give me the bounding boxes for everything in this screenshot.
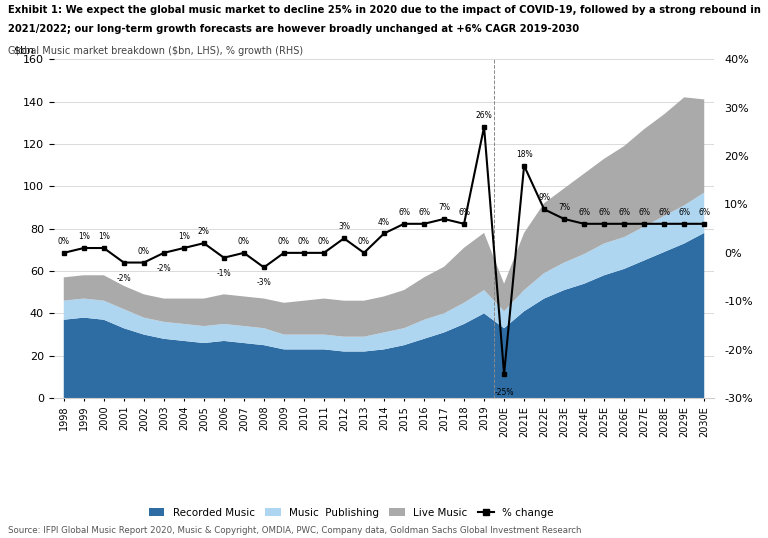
Text: 0%: 0%	[58, 237, 70, 246]
Text: -2%: -2%	[157, 264, 171, 273]
Text: Global Music market breakdown ($bn, LHS), % growth (RHS): Global Music market breakdown ($bn, LHS)…	[8, 46, 303, 56]
Text: 6%: 6%	[618, 208, 631, 217]
Text: 0%: 0%	[278, 237, 290, 246]
Text: -3%: -3%	[257, 279, 271, 287]
Text: Source: IFPI Global Music Report 2020, Music & Copyright, OMDIA, PWC, Company da: Source: IFPI Global Music Report 2020, M…	[8, 526, 581, 535]
Text: 6%: 6%	[698, 208, 710, 217]
Text: 6%: 6%	[638, 208, 650, 217]
Text: 9%: 9%	[538, 193, 550, 202]
Text: 7%: 7%	[558, 203, 570, 212]
Text: -2%: -2%	[117, 274, 131, 282]
Text: 1%: 1%	[78, 232, 90, 241]
Text: 0%: 0%	[298, 237, 310, 246]
Text: 6%: 6%	[578, 208, 590, 217]
Text: 4%: 4%	[378, 217, 390, 226]
Text: 26%: 26%	[475, 111, 492, 120]
Text: 6%: 6%	[418, 208, 430, 217]
Text: 6%: 6%	[658, 208, 670, 217]
Legend: Recorded Music, Music  Publishing, Live Music, % change: Recorded Music, Music Publishing, Live M…	[144, 504, 558, 522]
Text: -25%: -25%	[495, 388, 514, 397]
Text: 3%: 3%	[338, 222, 350, 231]
Text: 1%: 1%	[178, 232, 190, 241]
Text: 6%: 6%	[398, 208, 410, 217]
Text: 18%: 18%	[516, 150, 532, 159]
Y-axis label: $bn: $bn	[14, 46, 35, 56]
Text: -1%: -1%	[217, 269, 231, 278]
Text: 1%: 1%	[98, 232, 110, 241]
Text: 6%: 6%	[458, 208, 470, 217]
Text: 7%: 7%	[438, 203, 450, 212]
Text: 6%: 6%	[678, 208, 690, 217]
Text: 0%: 0%	[358, 237, 370, 246]
Text: 0%: 0%	[318, 237, 330, 246]
Text: 2%: 2%	[198, 227, 210, 236]
Text: 0%: 0%	[238, 237, 250, 246]
Text: 6%: 6%	[598, 208, 610, 217]
Text: Exhibit 1: We expect the global music market to decline 25% in 2020 due to the i: Exhibit 1: We expect the global music ma…	[8, 5, 760, 16]
Text: 0%: 0%	[137, 246, 150, 256]
Text: 2021/2022; our long-term growth forecasts are however broadly unchanged at +6% C: 2021/2022; our long-term growth forecast…	[8, 24, 579, 34]
